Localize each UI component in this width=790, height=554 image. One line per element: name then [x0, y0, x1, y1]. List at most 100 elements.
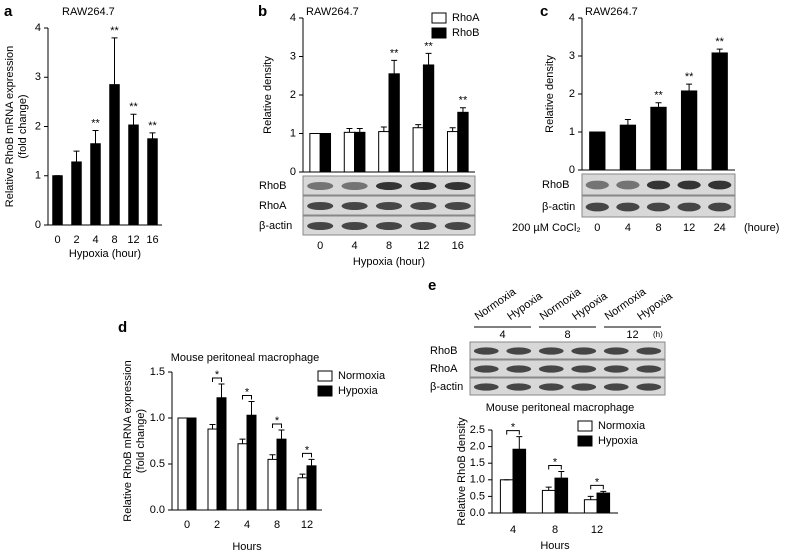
- error-bar: [459, 107, 466, 113]
- blot-label: RhoA: [259, 200, 287, 212]
- blot-band: [444, 182, 471, 190]
- bar: [680, 90, 698, 171]
- x-axis-label: Hypoxia (hour): [69, 248, 141, 260]
- error-bar: [545, 486, 552, 491]
- error-bar: [73, 150, 80, 162]
- y-tick-label: 3: [290, 50, 296, 62]
- y-tick-label: 0.0: [470, 507, 485, 519]
- error-bar: [600, 490, 607, 494]
- error-bar: [391, 59, 398, 74]
- y-tick-label: 4: [569, 12, 575, 24]
- blot-band: [603, 365, 629, 373]
- legend-label: Hypoxia: [598, 435, 639, 447]
- bar: [596, 492, 611, 514]
- bar: [711, 52, 728, 171]
- y-tick-label: 2.5: [470, 424, 485, 436]
- bar: [446, 131, 459, 173]
- x-tick-label: 0: [54, 234, 60, 246]
- x-tick-label: 2: [73, 234, 79, 246]
- blot-band: [571, 347, 597, 355]
- error-bar: [149, 132, 156, 139]
- x-tick-label: 8: [655, 222, 661, 234]
- x-tick-label: 0: [317, 240, 323, 252]
- error-bar: [655, 102, 662, 108]
- error-bar: [716, 48, 723, 53]
- bar: [147, 138, 158, 226]
- error-bar: [415, 124, 422, 128]
- error-bar: [356, 127, 363, 133]
- bar: [554, 477, 569, 514]
- bar: [541, 489, 556, 514]
- y-tick-label: 0.0: [150, 504, 165, 516]
- panel-title: Mouse peritoneal macrophage: [171, 352, 320, 364]
- bar: [216, 397, 227, 511]
- blot-band: [341, 222, 368, 230]
- bar: [186, 417, 197, 511]
- blot-band: [603, 347, 629, 355]
- blot-band: [307, 222, 334, 230]
- x-tick-label: 0: [594, 222, 600, 234]
- error-bar: [516, 436, 523, 450]
- error-bar: [425, 52, 432, 65]
- y-tick-label: 0.5: [470, 490, 485, 502]
- bar: [177, 417, 188, 511]
- blot-label: β-actin: [542, 201, 575, 213]
- blot-band: [708, 180, 732, 190]
- bar: [388, 73, 400, 173]
- legend-label: RhoB: [452, 27, 480, 39]
- legend-label: RhoA: [452, 12, 480, 24]
- error-bar: [308, 458, 315, 466]
- blot-group-label: 12: [626, 329, 638, 341]
- bar: [457, 111, 469, 173]
- significance: *: [595, 476, 600, 488]
- bracket: [302, 452, 312, 458]
- blot-label: β-actin: [259, 220, 292, 232]
- blot-band: [636, 365, 662, 373]
- blot-band: [444, 222, 471, 230]
- y-axis-label: (fold change): [17, 94, 29, 158]
- y-axis-label: Relative RhoB mRNA expression: [4, 46, 16, 207]
- bar: [90, 143, 101, 226]
- bar: [52, 175, 63, 226]
- error-bar: [111, 37, 118, 85]
- bar: [276, 438, 287, 511]
- x-tick-label: 0: [184, 519, 190, 531]
- error-bar: [624, 118, 631, 126]
- x-tick-label: 4: [510, 524, 516, 536]
- blot-band: [636, 383, 662, 391]
- blot-band: [538, 383, 564, 391]
- blot-band: [603, 383, 629, 391]
- x-tick-label: 4: [244, 519, 250, 531]
- y-tick-label: 1: [290, 127, 296, 139]
- x-axis-label: Hours: [232, 541, 262, 553]
- blot-group-label: 8: [564, 329, 570, 341]
- significance: *: [245, 386, 250, 398]
- bar: [309, 133, 321, 173]
- y-tick-label: 1.5: [470, 457, 485, 469]
- blot-label: RhoB: [259, 180, 287, 192]
- bar: [207, 428, 218, 511]
- blot-band: [410, 182, 437, 190]
- blot-band: [375, 202, 403, 210]
- bar: [246, 414, 257, 511]
- blot-band: [341, 182, 368, 190]
- blot-band: [473, 347, 499, 355]
- y-tick-label: 4: [35, 22, 41, 34]
- blot-label: β-actin: [430, 381, 463, 393]
- panel-title: RAW264.7: [306, 6, 359, 18]
- y-tick-label: 0: [569, 164, 575, 176]
- blot-band: [538, 365, 564, 373]
- error-bar: [218, 383, 225, 398]
- panel-title: RAW264.7: [62, 6, 115, 18]
- error-bar: [269, 454, 276, 460]
- significance: *: [553, 456, 558, 468]
- blot-band: [677, 202, 701, 212]
- error-bar: [587, 495, 594, 500]
- error-bar: [130, 113, 137, 126]
- y-tick-label: 2: [35, 120, 41, 132]
- panel-letter: e: [428, 277, 436, 294]
- x-tick-label: 12: [417, 240, 429, 252]
- y-tick-label: 2: [290, 89, 296, 101]
- bar: [412, 127, 424, 173]
